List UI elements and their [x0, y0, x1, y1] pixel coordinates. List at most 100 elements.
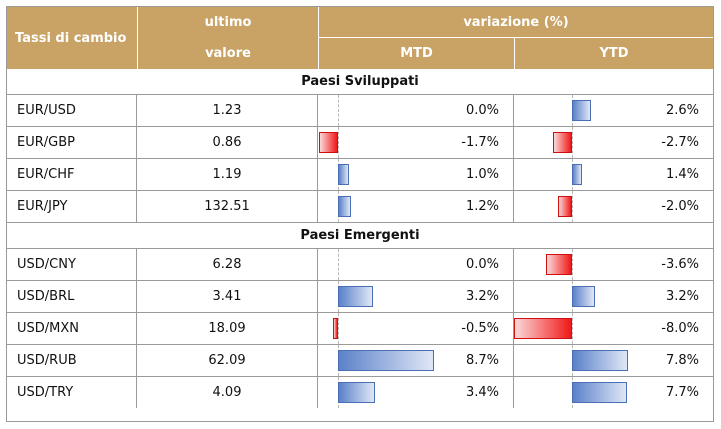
- mtd-cell-value: 8.7%: [465, 353, 499, 368]
- pair-name-cell-value: USD/BRL: [17, 289, 75, 304]
- mtd-axis: [338, 95, 339, 126]
- ytd-bar: [557, 196, 572, 217]
- section-header: Paesi Emergenti: [7, 223, 713, 249]
- header-divider: [514, 38, 515, 69]
- ytd-bar: [514, 318, 572, 339]
- table-row: EUR/USD 1.23 0.0% 2.6%: [7, 95, 713, 127]
- pair-name-cell-value: USD/CNY: [17, 257, 76, 272]
- last-value-cell: 18.09: [137, 313, 318, 344]
- table-row: USD/TRY 4.09 3.4% 7.7%: [7, 377, 713, 408]
- header-name-label: Tassi di cambio: [15, 30, 127, 46]
- mtd-cell-value: 3.2%: [465, 289, 499, 304]
- ytd-cell-value: 2.6%: [665, 103, 699, 118]
- ytd-bar: [572, 164, 583, 185]
- mtd-cell-value: 1.0%: [465, 167, 499, 182]
- pair-name-cell: EUR/JPY: [7, 191, 137, 222]
- header-ytd: YTD: [515, 38, 713, 69]
- header-last-line1: ultimo: [204, 15, 252, 30]
- ytd-axis: [572, 127, 573, 158]
- pair-name-cell: EUR/CHF: [7, 159, 137, 190]
- pair-name-cell: USD/RUB: [7, 345, 137, 376]
- header-ultimo: ultimo: [138, 7, 318, 38]
- ytd-bar: [552, 132, 572, 153]
- mtd-axis: [338, 249, 339, 280]
- table-row: USD/RUB 62.09 8.7% 7.8%: [7, 345, 713, 377]
- ytd-cell: 2.6%: [514, 95, 713, 126]
- header-divider: [318, 37, 713, 38]
- table-row: USD/BRL 3.41 3.2% 3.2%: [7, 281, 713, 313]
- pair-name-cell-value: EUR/GBP: [17, 135, 75, 150]
- table-row: USD/MXN 18.09 -0.5% -8.0%: [7, 313, 713, 345]
- mtd-cell: 0.0%: [318, 95, 514, 126]
- ytd-cell: 3.2%: [514, 281, 713, 312]
- ytd-bar: [572, 286, 596, 307]
- last-value-cell: 3.41: [137, 281, 318, 312]
- mtd-cell-value: 3.4%: [465, 385, 499, 400]
- ytd-cell: 1.4%: [514, 159, 713, 190]
- mtd-cell: 3.2%: [318, 281, 514, 312]
- mtd-axis: [338, 313, 339, 344]
- ytd-bar: [572, 350, 629, 371]
- last-value-cell-value: 4.09: [212, 385, 242, 400]
- table-row: EUR/JPY 132.51 1.2% -2.0%: [7, 191, 713, 223]
- last-value-cell: 1.23: [137, 95, 318, 126]
- pair-name-cell: USD/TRY: [7, 377, 137, 408]
- header-mtd: MTD: [319, 38, 514, 69]
- last-value-cell-value: 0.86: [212, 135, 242, 150]
- last-value-cell-value: 18.09: [208, 321, 246, 336]
- pair-name-cell: EUR/GBP: [7, 127, 137, 158]
- last-value-cell: 1.19: [137, 159, 318, 190]
- ytd-axis: [572, 313, 573, 344]
- mtd-bar: [338, 196, 352, 217]
- ytd-cell: -3.6%: [514, 249, 713, 280]
- mtd-bar: [332, 318, 338, 339]
- ytd-axis: [572, 191, 573, 222]
- header-change-label: variazione (%): [463, 14, 569, 30]
- ytd-bar: [572, 100, 591, 121]
- mtd-axis: [338, 127, 339, 158]
- mtd-cell-value: 1.2%: [465, 199, 499, 214]
- ytd-cell: 7.8%: [514, 345, 713, 376]
- header-variazione: variazione (%): [319, 7, 713, 37]
- last-value-cell: 6.28: [137, 249, 318, 280]
- ytd-cell: -8.0%: [514, 313, 713, 344]
- last-value-cell: 62.09: [137, 345, 318, 376]
- ytd-cell-value: -2.0%: [661, 199, 699, 214]
- ytd-cell-value: -8.0%: [661, 321, 699, 336]
- mtd-cell: 8.7%: [318, 345, 514, 376]
- mtd-cell-value: 0.0%: [465, 257, 499, 272]
- ytd-cell: -2.0%: [514, 191, 713, 222]
- ytd-cell-value: 7.8%: [665, 353, 699, 368]
- mtd-bar: [338, 350, 434, 371]
- ytd-bar: [572, 382, 628, 403]
- mtd-cell: 3.4%: [318, 377, 514, 408]
- mtd-cell-value: 0.0%: [465, 103, 499, 118]
- header-ytd-label: YTD: [599, 46, 629, 61]
- mtd-cell: -1.7%: [318, 127, 514, 158]
- last-value-cell-value: 6.28: [212, 257, 242, 272]
- ytd-cell-value: 3.2%: [665, 289, 699, 304]
- pair-name-cell: USD/BRL: [7, 281, 137, 312]
- ytd-cell: 7.7%: [514, 377, 713, 408]
- mtd-cell-value: -0.5%: [461, 321, 499, 336]
- header-mtd-label: MTD: [400, 46, 433, 61]
- ytd-cell-value: -2.7%: [661, 135, 699, 150]
- header-valore: valore: [138, 38, 318, 69]
- mtd-bar: [338, 382, 376, 403]
- pair-name-cell-value: EUR/USD: [17, 103, 76, 118]
- table-row: EUR/CHF 1.19 1.0% 1.4%: [7, 159, 713, 191]
- section-title: Paesi Sviluppati: [301, 74, 419, 89]
- pair-name-cell-value: EUR/JPY: [17, 199, 68, 214]
- ytd-cell-value: 1.4%: [665, 167, 699, 182]
- last-value-cell: 132.51: [137, 191, 318, 222]
- pair-name-cell: EUR/USD: [7, 95, 137, 126]
- mtd-bar: [338, 286, 374, 307]
- mtd-cell: 0.0%: [318, 249, 514, 280]
- mtd-cell: 1.2%: [318, 191, 514, 222]
- last-value-cell-value: 1.19: [212, 167, 242, 182]
- header-last-line2: valore: [205, 46, 251, 61]
- pair-name-cell-value: EUR/CHF: [17, 167, 75, 182]
- ytd-cell-value: -3.6%: [661, 257, 699, 272]
- mtd-bar: [319, 132, 338, 153]
- mtd-cell: 1.0%: [318, 159, 514, 190]
